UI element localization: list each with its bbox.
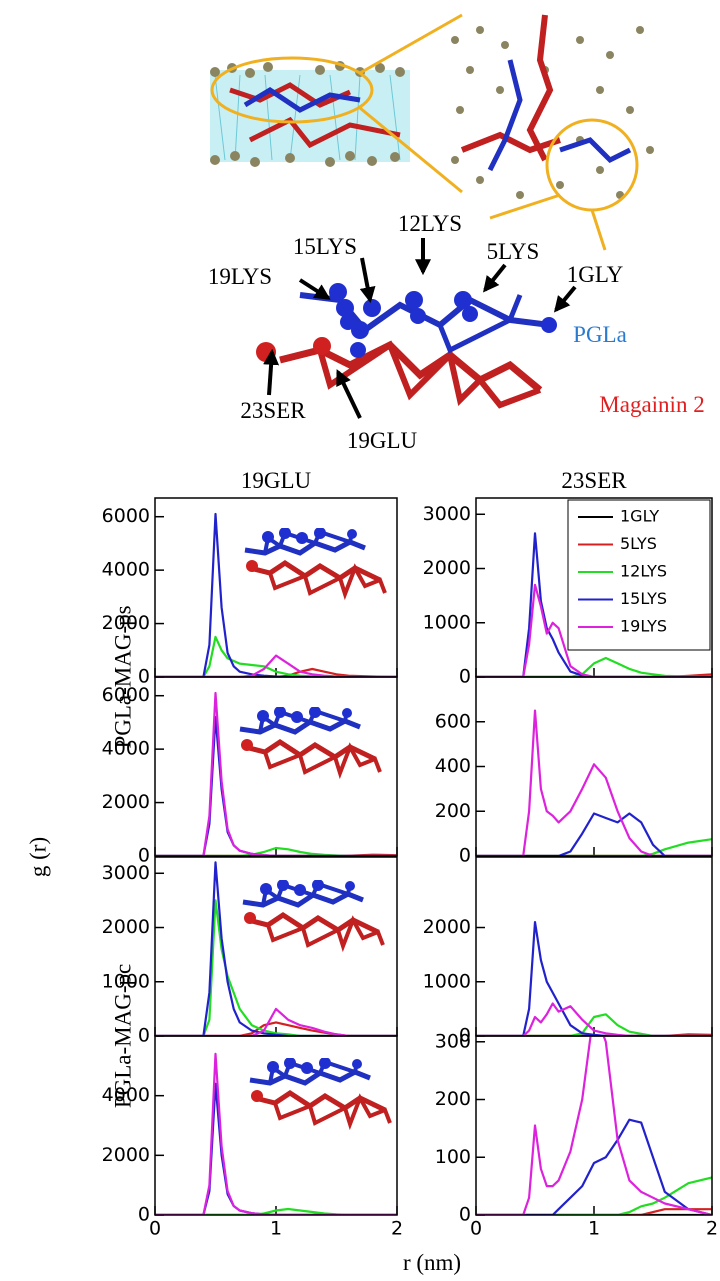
- y-tick-label: 4000: [102, 738, 150, 760]
- series-line: [476, 709, 712, 856]
- y-tick-label: 2000: [102, 916, 150, 938]
- y-tick-label: 0: [138, 845, 150, 867]
- y-tick-label: 6000: [102, 684, 150, 706]
- residue-label: 19LYS: [208, 264, 272, 289]
- membrane-illustration: [210, 13, 654, 251]
- legend-label: 15LYS: [620, 589, 667, 608]
- y-tick-label: 200: [435, 1088, 471, 1110]
- residue-label: 12LYS: [398, 211, 462, 236]
- y-tick-label: 1000: [423, 611, 471, 633]
- row-label: PGLa-MAG-ps: [110, 605, 135, 748]
- series-line: [476, 1002, 712, 1036]
- x-axis-label: r (nm): [403, 1250, 461, 1275]
- y-tick-label: 4000: [102, 559, 150, 581]
- peptide-illustration: 19LYS 15LYS 12LYS 5LYS 1GLY 23SER 19GLU …: [208, 211, 705, 453]
- y-tick-label: 3000: [102, 862, 150, 884]
- series-line: [476, 838, 712, 856]
- y-tick-label: 3000: [423, 503, 471, 525]
- y-tick-label: 2000: [102, 791, 150, 813]
- series-line: [476, 1036, 712, 1215]
- y-tick-label: 0: [459, 1204, 471, 1226]
- insets: [240, 527, 390, 1124]
- y-tick-label: 1000: [423, 970, 471, 992]
- y-tick-label: 400: [435, 755, 471, 777]
- y-tick-label: 2000: [102, 612, 150, 634]
- series-line: [476, 1176, 712, 1215]
- y-tick-label: 2000: [102, 1144, 150, 1166]
- y-tick-label: 4000: [102, 1084, 150, 1106]
- series-line: [155, 667, 397, 677]
- plot-frame: [475, 856, 713, 1037]
- series-line: [476, 921, 712, 1036]
- series-line: [476, 1208, 712, 1215]
- y-tick-label: 600: [435, 710, 471, 732]
- y-tick-label: 0: [459, 666, 471, 688]
- residue-label: 5LYS: [487, 239, 540, 264]
- legend-label: 12LYS: [620, 562, 667, 581]
- y-tick-label: 2000: [423, 916, 471, 938]
- y-tick-label: 100: [435, 1146, 471, 1168]
- series-line: [476, 583, 712, 677]
- series-line: [476, 812, 712, 856]
- panel-title: 23SER: [561, 468, 627, 493]
- series-line: [155, 716, 397, 856]
- plot-frame: [154, 676, 398, 857]
- residue-label: 19GLU: [347, 428, 418, 453]
- x-tick-label: 0: [149, 1218, 161, 1240]
- legend-box: [567, 499, 711, 651]
- y-axis-label: g (r): [25, 837, 50, 877]
- y-tick-label: 0: [459, 1025, 471, 1047]
- x-tick-label: 1: [588, 1218, 600, 1240]
- residue-label: 1GLY: [567, 262, 624, 287]
- y-tick-label: 0: [138, 1025, 150, 1047]
- y-tick-label: 0: [138, 666, 150, 688]
- series-line: [155, 861, 397, 1036]
- y-tick-label: 0: [459, 845, 471, 867]
- plot-frame: [154, 1035, 398, 1216]
- series-line: [476, 1118, 712, 1215]
- y-tick-label: 200: [435, 800, 471, 822]
- x-tick-label: 2: [391, 1218, 403, 1240]
- y-tick-label: 0: [138, 1204, 150, 1226]
- residue-label: 15LYS: [293, 234, 357, 259]
- y-tick-label: 2000: [423, 557, 471, 579]
- plot-frame: [475, 1035, 713, 1216]
- legend-label: 1GLY: [620, 507, 659, 526]
- panel-title: 19GLU: [241, 468, 312, 493]
- x-tick-label: 1: [270, 1218, 282, 1240]
- legend-label: 5LYS: [620, 534, 657, 553]
- y-tick-label: 1000: [102, 970, 150, 992]
- row-label: PGLa-MAG-pc: [110, 964, 135, 1108]
- x-tick-label: 0: [470, 1218, 482, 1240]
- legend-label: 19LYS: [620, 617, 667, 636]
- chain-label: Magainin 2: [599, 392, 704, 417]
- y-tick-label: 300: [435, 1030, 471, 1052]
- x-tick-label: 2: [706, 1218, 718, 1240]
- series-line: [155, 512, 397, 677]
- plot-frame: [475, 676, 713, 857]
- series-line: [155, 1007, 397, 1036]
- chain-label: PGLa: [573, 322, 627, 347]
- residue-label: 23SER: [240, 398, 306, 423]
- y-tick-label: 6000: [102, 505, 150, 527]
- series-line: [155, 691, 397, 856]
